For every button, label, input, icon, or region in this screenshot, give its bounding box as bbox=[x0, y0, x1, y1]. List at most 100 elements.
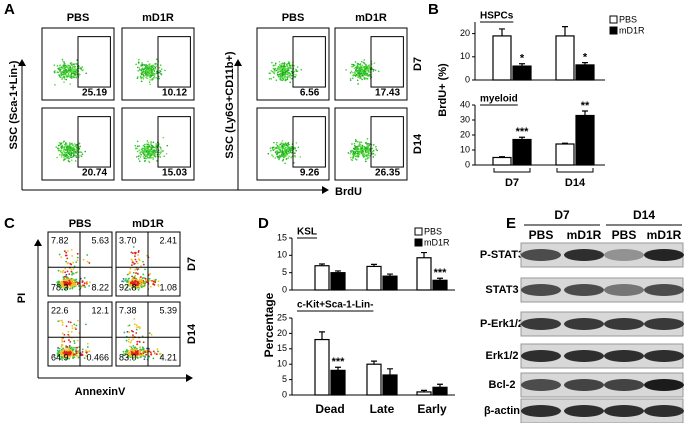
cell-dot bbox=[138, 279, 141, 281]
cell-dot bbox=[73, 153, 75, 156]
significance: * bbox=[520, 53, 525, 65]
cell-dot bbox=[57, 149, 60, 152]
cell-dot bbox=[127, 349, 130, 352]
cell-dot bbox=[57, 148, 60, 151]
cell-dot bbox=[63, 62, 66, 65]
cell-dot bbox=[81, 354, 84, 356]
cell-dot bbox=[295, 142, 298, 144]
cell-dot bbox=[358, 141, 361, 144]
cell-dot bbox=[65, 74, 68, 76]
cell-dot bbox=[286, 65, 289, 68]
cell-dot bbox=[286, 149, 289, 151]
cell-dot bbox=[268, 78, 271, 80]
cell-dot bbox=[59, 270, 62, 273]
cell-dot bbox=[79, 145, 82, 148]
cell-dot bbox=[281, 79, 284, 82]
quadrant-value: 0.466 bbox=[86, 352, 109, 362]
cell-dot bbox=[148, 81, 151, 83]
cell-dot bbox=[132, 348, 134, 351]
error-bar bbox=[582, 62, 588, 65]
bar bbox=[432, 279, 448, 291]
cell-dot bbox=[53, 354, 56, 357]
cell-dot bbox=[289, 151, 292, 153]
cell-dot bbox=[152, 64, 154, 67]
cell-dot bbox=[363, 74, 365, 76]
cell-dot bbox=[352, 71, 354, 74]
cell-dot bbox=[277, 75, 280, 78]
cell-dot bbox=[355, 140, 358, 142]
cell-dot bbox=[83, 282, 86, 285]
cell-dot bbox=[160, 72, 162, 75]
cell-dot bbox=[68, 273, 71, 276]
cell-dot bbox=[69, 147, 72, 149]
cell-dot bbox=[153, 70, 156, 72]
cell-dot bbox=[278, 61, 281, 63]
cell-dot bbox=[70, 270, 73, 273]
cell-dot bbox=[70, 154, 73, 157]
cell-dot bbox=[159, 152, 162, 155]
cell-dot bbox=[70, 159, 73, 161]
cell-dot bbox=[68, 339, 70, 341]
cell-dot bbox=[272, 155, 275, 158]
band bbox=[521, 379, 561, 391]
cell-dot bbox=[74, 73, 77, 76]
bar bbox=[416, 391, 432, 396]
cell-dot bbox=[351, 63, 353, 66]
cell-dot bbox=[88, 350, 91, 353]
column-header: mD1R bbox=[355, 12, 387, 24]
cell-dot bbox=[58, 355, 61, 358]
cell-dot bbox=[147, 141, 150, 144]
bar bbox=[366, 265, 382, 291]
cell-dot bbox=[293, 64, 295, 67]
cell-dot bbox=[148, 160, 150, 163]
cell-dot bbox=[148, 145, 151, 148]
error-bar bbox=[582, 110, 588, 116]
cell-dot bbox=[352, 154, 355, 157]
cell-dot bbox=[154, 150, 157, 152]
band bbox=[521, 318, 561, 330]
cell-dot bbox=[72, 76, 75, 78]
cell-dot bbox=[136, 262, 139, 265]
cell-dot bbox=[70, 279, 73, 282]
cell-dot bbox=[58, 352, 61, 355]
cell-dot bbox=[295, 149, 297, 152]
cell-dot bbox=[356, 74, 358, 77]
cell-dot bbox=[73, 323, 76, 326]
cell-dot bbox=[143, 356, 146, 358]
cell-dot bbox=[155, 144, 158, 147]
bar bbox=[382, 275, 398, 291]
cell-dot bbox=[285, 71, 288, 74]
cell-dot bbox=[148, 277, 151, 280]
cell-dot bbox=[66, 270, 69, 273]
cell-dot bbox=[69, 74, 72, 76]
cell-dot bbox=[285, 73, 288, 76]
lane-label: mD1R bbox=[567, 228, 602, 242]
cell-dot bbox=[66, 66, 69, 69]
cell-dot bbox=[365, 64, 367, 67]
cell-dot bbox=[53, 71, 56, 73]
cell-dot bbox=[374, 154, 376, 156]
cell-dot bbox=[135, 324, 138, 327]
cell-dot bbox=[358, 63, 360, 66]
cell-dot bbox=[364, 70, 366, 73]
cell-dot bbox=[141, 277, 144, 279]
cell-dot bbox=[294, 76, 297, 78]
quadrant-value: 64.9 bbox=[51, 352, 69, 362]
cell-dot bbox=[56, 353, 59, 356]
cell-dot bbox=[70, 72, 73, 75]
cell-dot bbox=[63, 140, 65, 143]
cell-dot bbox=[131, 275, 133, 278]
cell-dot bbox=[80, 67, 83, 70]
lane-label: PBS bbox=[612, 228, 637, 242]
cell-dot bbox=[125, 339, 128, 342]
gate bbox=[292, 116, 326, 168]
cell-dot bbox=[141, 68, 144, 70]
cell-dot bbox=[122, 350, 125, 353]
cell-dot bbox=[75, 354, 78, 356]
cell-dot bbox=[128, 288, 131, 290]
cell-dot bbox=[73, 340, 76, 342]
cell-dot bbox=[369, 154, 371, 157]
cell-dot bbox=[150, 142, 152, 144]
cell-dot bbox=[349, 77, 352, 80]
band bbox=[564, 379, 604, 391]
